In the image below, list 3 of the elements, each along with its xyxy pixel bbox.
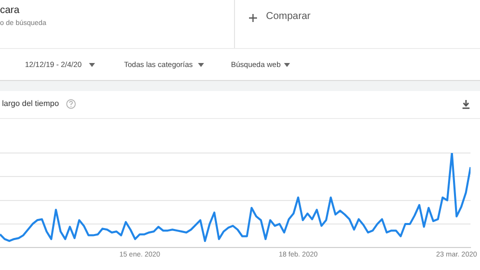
chart-title: largo del tiempo [2, 99, 59, 108]
text: cara [0, 5, 20, 16]
text: Comparar [266, 11, 310, 22]
